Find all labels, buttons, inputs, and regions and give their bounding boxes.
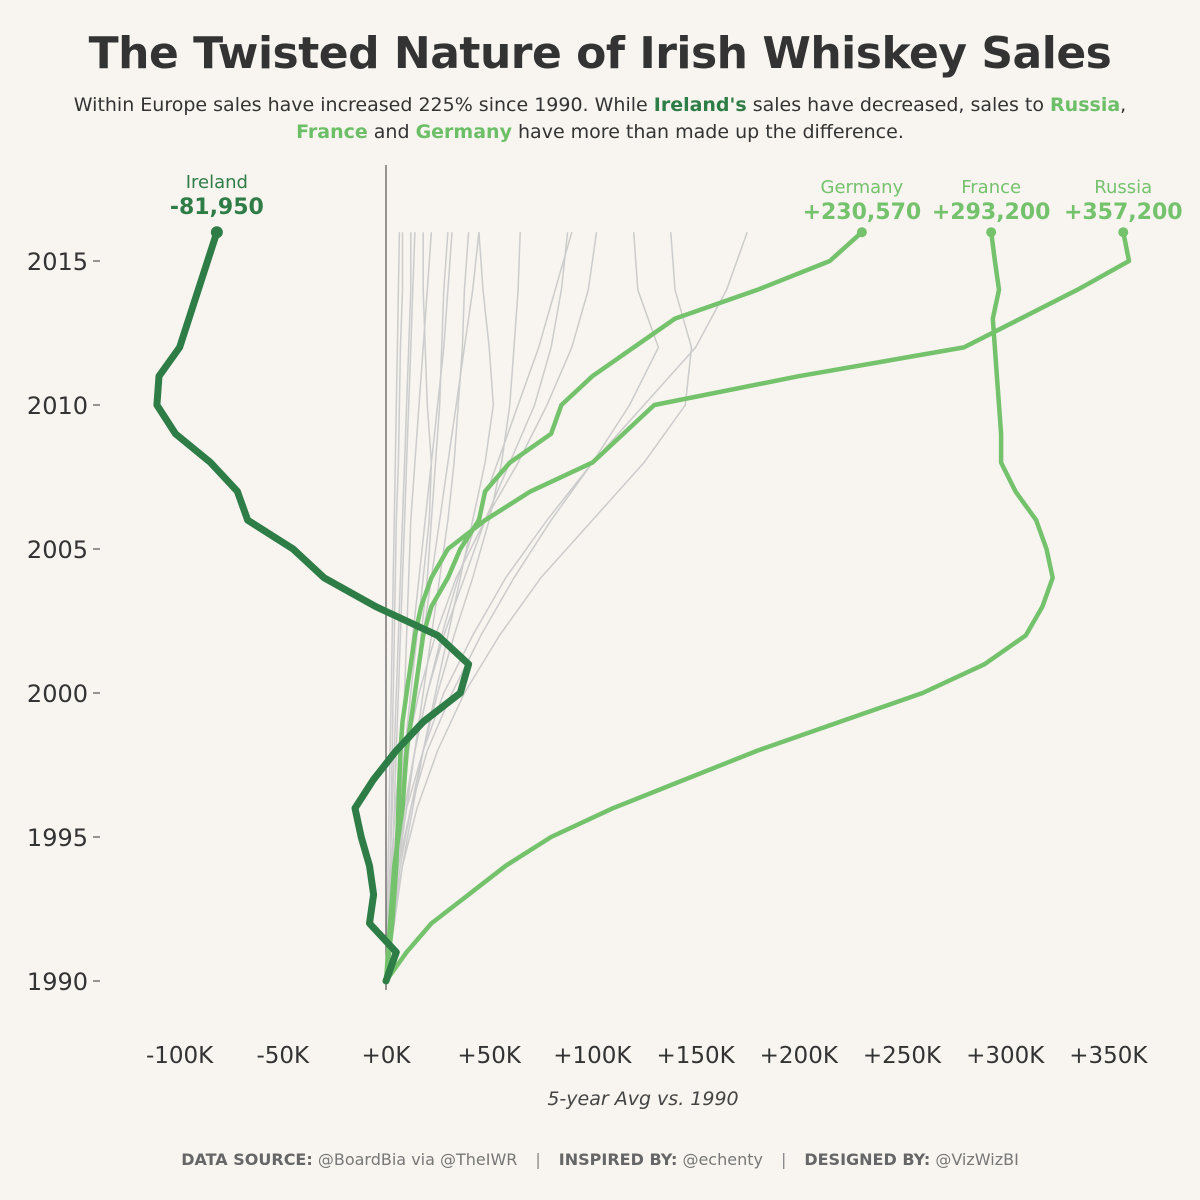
- series-value-label-ireland: -81,950: [170, 195, 264, 220]
- y-tick-label: 2005: [27, 536, 88, 564]
- series-line-france: [383, 229, 1055, 984]
- other-series-line: [385, 231, 748, 982]
- series-endpoint-ireland: [210, 226, 223, 239]
- series-value-label-germany: +230,570: [803, 200, 922, 225]
- chart-subtitle: Within Europe sales have increased 225% …: [40, 92, 1160, 146]
- other-series-line: [385, 232, 521, 982]
- series-name-label-germany: Germany: [821, 177, 904, 198]
- footer-inspired-value: @echenty: [677, 1150, 763, 1169]
- y-tick-label: 1990: [27, 968, 88, 996]
- x-tick-label: +100K: [553, 1043, 632, 1069]
- subtitle-text-2: sales have decreased, sales to: [746, 94, 1051, 116]
- series-endpoint-russia: [1118, 227, 1129, 238]
- footer-separator-1: |: [535, 1150, 541, 1169]
- series-line-ireland: [153, 228, 473, 985]
- x-tick-label: +300K: [966, 1043, 1045, 1069]
- other-series-line: [385, 231, 573, 982]
- chart-title: The Twisted Nature of Irish Whiskey Sale…: [88, 28, 1112, 79]
- other-series-line: [385, 232, 412, 982]
- footer-inspired-label: INSPIRED BY:: [558, 1150, 678, 1169]
- x-tick-label: +350K: [1069, 1043, 1148, 1069]
- y-axis: 1990 1995 2000 2005 2010 2015: [27, 248, 100, 996]
- series-name-label-russia: Russia: [1094, 177, 1152, 198]
- series-labels-group: Germany+230,570 France+293,200 Russia+357,…: [170, 172, 1183, 225]
- series-line-russia: [383, 229, 1132, 984]
- other-series-line: [385, 232, 569, 982]
- subtitle-text-4: and: [367, 121, 416, 143]
- series-value-label-france: +293,200: [932, 200, 1051, 225]
- y-tick-label: 2000: [27, 680, 88, 708]
- y-tick-label: 2010: [27, 392, 88, 420]
- x-axis: -100K -50K +0K +50K +100K +150K +200K +250K +300…: [146, 1043, 1148, 1069]
- x-tick-label: +0K: [362, 1043, 412, 1069]
- other-series-line: [385, 232, 401, 982]
- footer-source-value: @BoardBia via @TheIWR: [312, 1150, 518, 1169]
- subtitle-ireland: Ireland's: [653, 94, 747, 116]
- other-series-line: [385, 232, 660, 982]
- subtitle-germany: Germany: [415, 121, 512, 143]
- series-line-germany: [383, 229, 865, 984]
- x-tick-label: +50K: [457, 1043, 522, 1069]
- subtitle-text-5: have more than made up the difference.: [511, 121, 904, 143]
- subtitle-text-1: Within Europe sales have increased 225% …: [73, 94, 654, 116]
- footer-source-label: DATA SOURCE:: [181, 1150, 313, 1169]
- y-tick-label: 2015: [27, 248, 88, 276]
- y-tick-label: 1995: [27, 824, 88, 852]
- series-value-label-russia: +357,200: [1064, 200, 1183, 225]
- subtitle-russia: Russia: [1050, 94, 1121, 116]
- x-tick-label: -100K: [146, 1043, 214, 1069]
- subtitle-france: France: [296, 121, 368, 143]
- other-series-line: [385, 232, 693, 982]
- subtitle-text-3: ,: [1120, 94, 1127, 116]
- x-tick-label: +200K: [760, 1043, 839, 1069]
- x-tick-label: -50K: [256, 1043, 310, 1069]
- footer-separator-2: |: [780, 1150, 787, 1169]
- series-endpoint-france: [986, 227, 997, 238]
- footer: DATA SOURCE: @BoardBia via @TheIWR | INSPI…: [0, 1150, 1200, 1169]
- x-tick-label: +250K: [863, 1043, 942, 1069]
- series-endpoint-germany: [856, 227, 867, 238]
- highlighted-series-group: [153, 226, 1132, 985]
- other-series-group: [385, 231, 748, 982]
- x-axis-label: 5-year Avg vs. 1990: [547, 1088, 738, 1110]
- series-name-label-france: France: [961, 177, 1021, 198]
- other-series-line: [385, 232, 453, 982]
- footer-designed-label: DESIGNED BY:: [804, 1150, 931, 1169]
- x-tick-label: +150K: [656, 1043, 735, 1069]
- other-series-line: [385, 232, 598, 982]
- series-name-label-ireland: Ireland: [186, 172, 248, 193]
- footer-designed-value: @VizWizBI: [930, 1150, 1019, 1169]
